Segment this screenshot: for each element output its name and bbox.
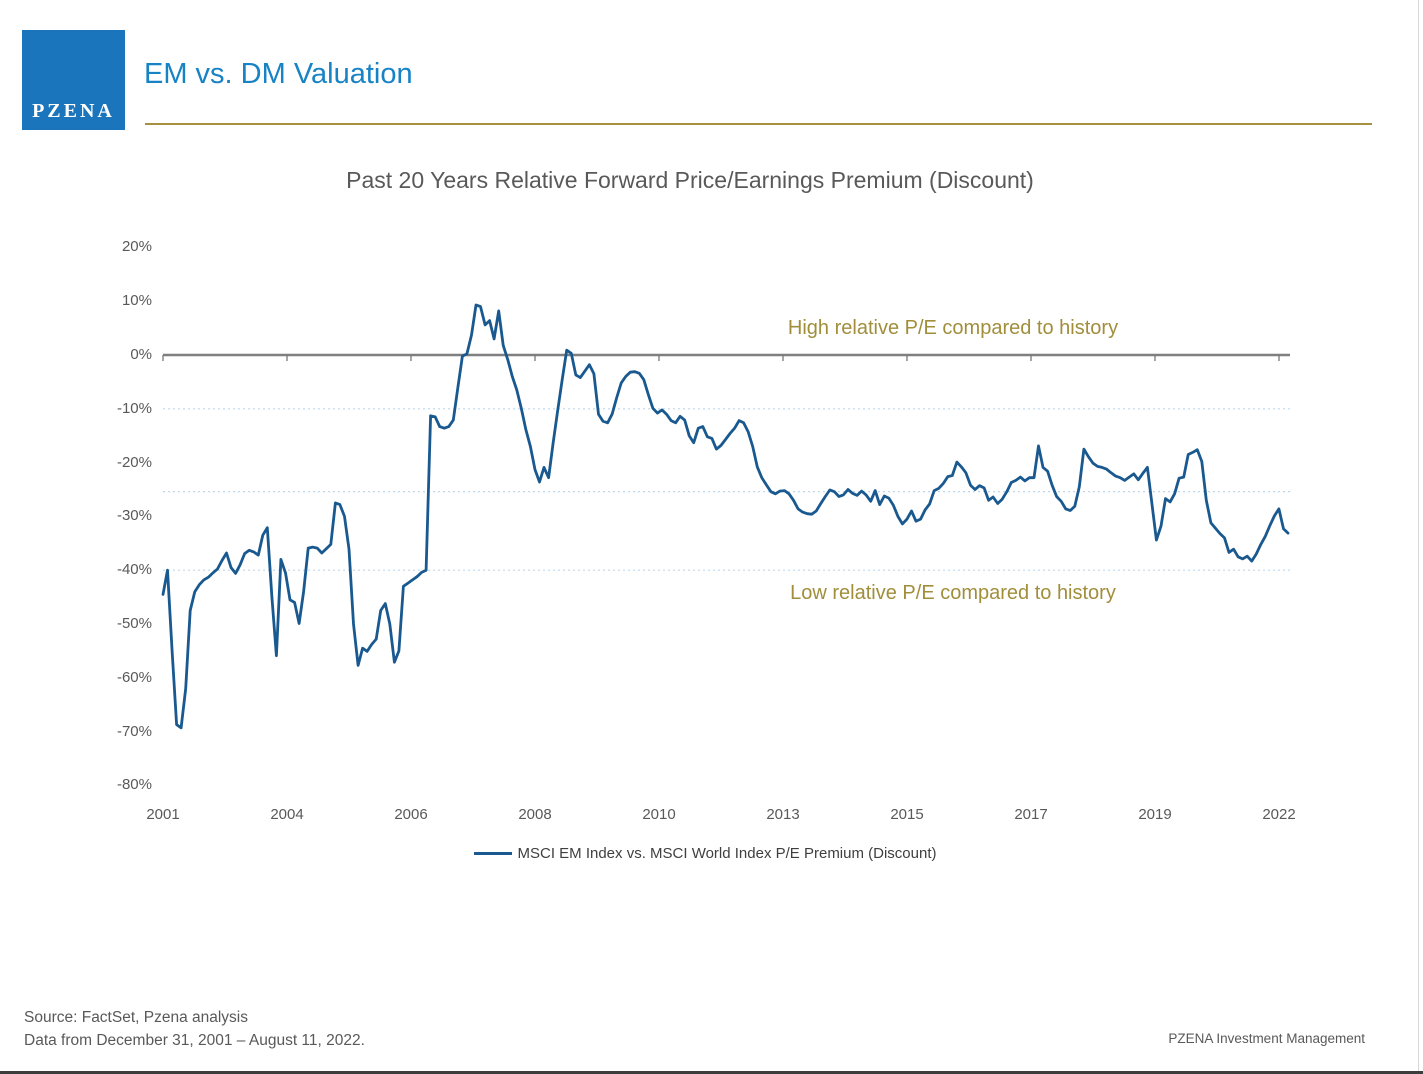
header-divider	[145, 123, 1372, 125]
annotation-low-pe: Low relative P/E compared to history	[790, 582, 1116, 604]
y-axis-label: 10%	[121, 292, 152, 310]
x-axis-label: 2022	[1262, 806, 1296, 823]
chart-title: Past 20 Years Relative Forward Price/Ear…	[346, 167, 1034, 193]
x-axis-label: 2008	[518, 806, 552, 823]
slide-right-edge	[1418, 0, 1419, 1074]
annotation-high-pe: High relative P/E compared to history	[787, 317, 1119, 339]
legend-label: MSCI EM Index vs. MSCI World Index P/E P…	[517, 845, 937, 862]
x-axis-label: 2013	[766, 806, 800, 823]
source-line-1: Source: FactSet, Pzena analysis	[24, 1009, 249, 1026]
em-premium-line	[161, 303, 1290, 730]
y-axis-label: -40%	[116, 561, 152, 579]
y-axis-label: -30%	[116, 507, 152, 525]
x-axis-label: 2015	[890, 806, 924, 823]
x-axis-label: 2006	[394, 806, 428, 823]
y-axis-label: -80%	[116, 776, 152, 794]
x-axis-label: 2017	[1014, 806, 1048, 823]
x-axis-label: 2010	[642, 806, 676, 823]
x-axis-label: 2019	[1138, 806, 1172, 823]
source-note: Source: FactSet, Pzena analysis Data fro…	[24, 1006, 365, 1052]
pzena-logo-text: PZENA	[32, 100, 115, 122]
slide-bottom-bar	[0, 1071, 1423, 1074]
page-title: EM vs. DM Valuation	[144, 58, 413, 90]
source-line-2: Data from December 31, 2001 – August 11,…	[24, 1032, 365, 1049]
y-axis-label: -60%	[116, 668, 152, 686]
y-axis-label: -10%	[116, 399, 152, 417]
y-axis-label: -20%	[116, 453, 152, 471]
chart-legend: MSCI EM Index vs. MSCI World Index P/E P…	[163, 845, 1247, 862]
company-name: PZENA Investment Management	[1168, 1031, 1365, 1046]
y-axis-label: -50%	[116, 615, 152, 632]
y-axis-label: 0%	[130, 346, 152, 363]
y-axis-label: 20%	[121, 238, 152, 256]
legend-line-swatch	[473, 852, 512, 855]
pzena-logo: PZENA	[22, 30, 125, 130]
x-axis-label: 2001	[146, 806, 180, 823]
y-axis-label: -70%	[116, 722, 152, 740]
x-axis-label: 2004	[270, 806, 304, 823]
